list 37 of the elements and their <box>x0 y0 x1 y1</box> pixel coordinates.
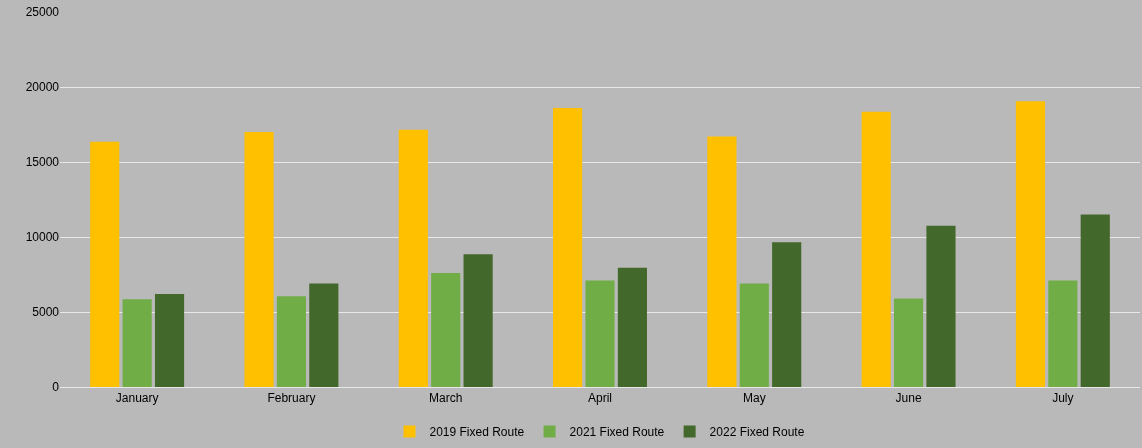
y-tick-label: 0 <box>52 380 60 395</box>
bar <box>739 283 769 387</box>
bar <box>772 242 802 387</box>
x-tick-label: June <box>895 391 922 406</box>
bar <box>707 136 737 387</box>
y-tick-label: 25000 <box>25 5 60 20</box>
bar <box>431 273 461 387</box>
x-tick-label: July <box>1052 391 1074 406</box>
y-tick-label: 5000 <box>32 305 60 320</box>
legend-label: 2021 Fixed Route <box>569 425 665 440</box>
bar <box>617 267 647 387</box>
bar <box>1015 101 1046 387</box>
bar <box>463 254 493 387</box>
y-tick-label: 10000 <box>25 230 60 245</box>
bar <box>861 111 891 387</box>
legend-label: 2022 Fixed Route <box>709 425 805 440</box>
bar <box>1080 214 1110 387</box>
bar <box>893 298 924 387</box>
x-tick-label: March <box>429 391 463 406</box>
bar <box>90 141 120 387</box>
bar <box>244 132 274 387</box>
bar <box>1048 280 1078 387</box>
bar <box>276 296 307 387</box>
x-tick-label: January <box>115 391 159 406</box>
bar <box>154 294 185 387</box>
bar <box>398 129 428 387</box>
y-tick-label: 20000 <box>25 80 60 95</box>
legend-label: 2019 Fixed Route <box>429 425 525 440</box>
bar <box>926 225 956 387</box>
x-tick-label: April <box>587 391 613 406</box>
bar <box>309 283 339 387</box>
x-tick-label: February <box>267 391 316 406</box>
bar <box>585 280 615 387</box>
x-tick-label: May <box>742 391 766 406</box>
y-tick-label: 15000 <box>25 155 60 170</box>
bar <box>553 108 583 387</box>
bar <box>122 299 152 387</box>
